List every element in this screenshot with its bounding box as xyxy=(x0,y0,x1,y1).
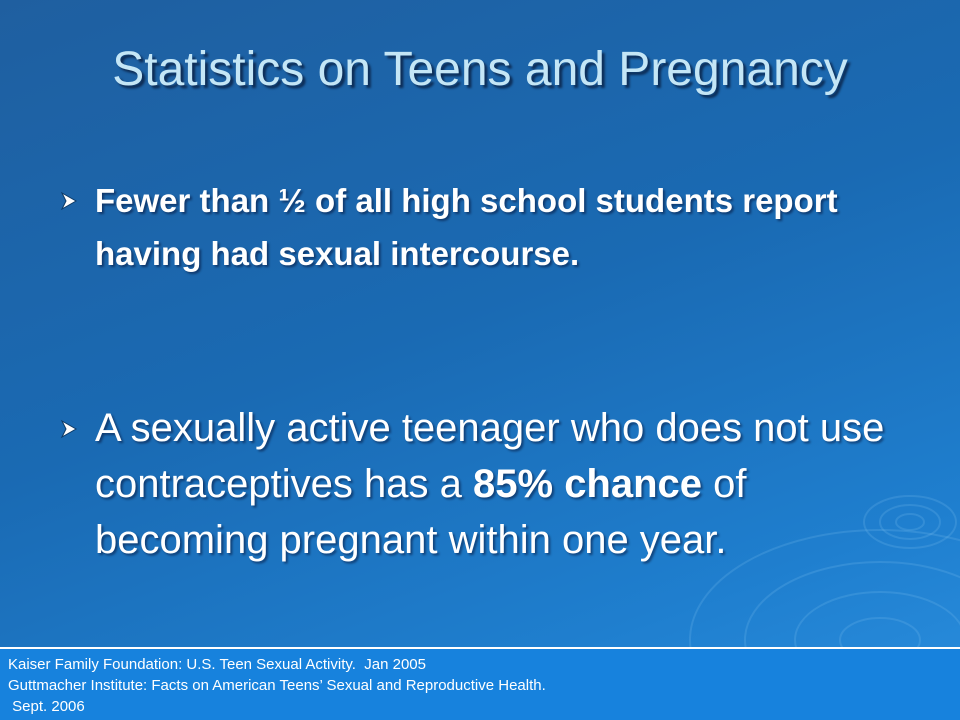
emphasis-chance: chance xyxy=(564,462,703,506)
bullet-text: Fewer than ½ of all high school students… xyxy=(95,182,838,272)
bullet-item-1: Fewer than ½ of all high school students… xyxy=(60,174,855,280)
slide-title: Statistics on Teens and Pregnancy xyxy=(112,43,848,96)
arrow-bullet-icon xyxy=(60,191,78,211)
bullet-text-part: of becoming pregnant within one year. xyxy=(95,462,747,562)
bullet-text-part: A sexually active teenager who does not … xyxy=(95,406,885,506)
bullet-item-2: A sexually active teenager who does not … xyxy=(60,400,915,568)
citation-line: Sept. 2006 xyxy=(8,698,85,715)
statistic-highlight: 85% xyxy=(473,462,554,506)
citation-line: Guttmacher Institute: Facts on American … xyxy=(8,677,546,694)
arrow-bullet-icon xyxy=(60,419,78,439)
bullet-text-part xyxy=(553,462,564,506)
citation-line: Kaiser Family Foundation: U.S. Teen Sexu… xyxy=(8,656,426,673)
source-citations: Kaiser Family Foundation: U.S. Teen Sexu… xyxy=(0,647,960,720)
